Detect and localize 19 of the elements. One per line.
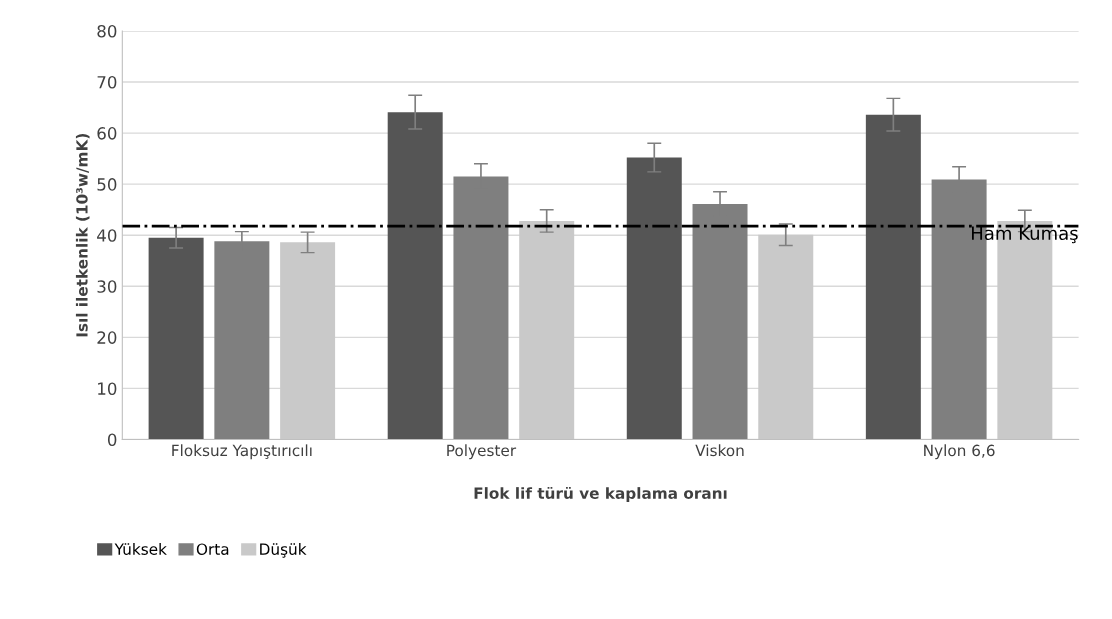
x-tick-label: Floksuz Yapıştırıcılı <box>172 444 312 460</box>
x-tick-label: Viskon <box>695 444 744 457</box>
y-axis-title: Isıl iletkenlik (10³w/mK) <box>75 134 90 337</box>
y-tick-label: 30 <box>97 280 117 293</box>
y-tick-label: 70 <box>97 75 117 89</box>
y-tick-label: 60 <box>97 127 117 140</box>
legend-label: Düşük <box>260 543 307 558</box>
y-tick-label: 0 <box>107 433 117 447</box>
x-tick-label: Polyester <box>447 444 517 460</box>
y-tick-label: 80 <box>97 24 117 38</box>
ref-line-label: Ham Kumaş <box>972 226 1078 244</box>
legend-label: Yüksek <box>114 543 167 555</box>
x-tick-label: Nylon 6,6 <box>924 444 995 460</box>
x-axis-title: Flok lif türü ve kaplama oranı <box>474 486 727 502</box>
y-tick-label: 20 <box>97 331 117 344</box>
y-tick-label: 50 <box>97 178 117 191</box>
y-tick-label: 10 <box>98 382 117 395</box>
legend-label: Orta <box>196 543 229 555</box>
y-tick-label: 40 <box>97 229 117 242</box>
